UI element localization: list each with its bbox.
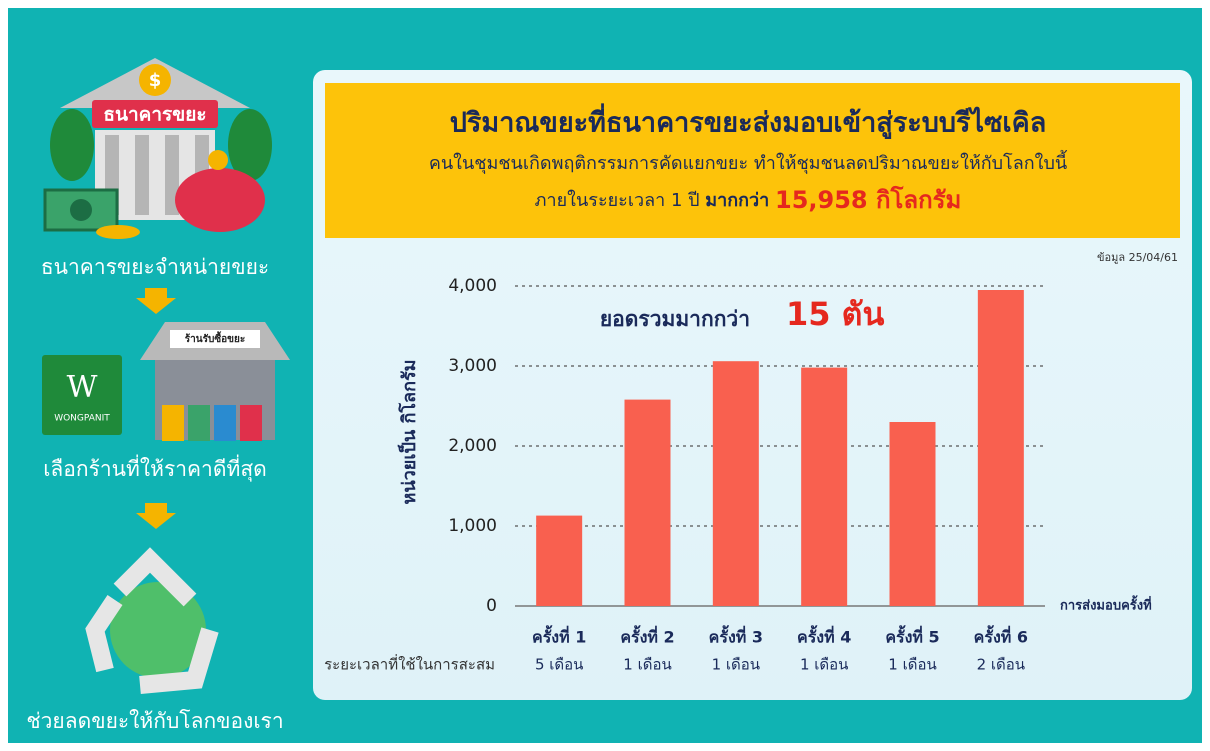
x-tick-label: ครั้งที่ 5 — [885, 625, 939, 647]
duration: 5 เดือน — [535, 656, 583, 674]
step-label: ธนาคารขยะจำหน่ายขยะ — [41, 255, 269, 279]
source: ข้อมูล 25/04/61 — [1097, 251, 1178, 264]
bar — [890, 422, 936, 606]
bar — [978, 290, 1024, 606]
title: ปริมาณขยะที่ธนาคารขยะส่งมอบเข้าสู่ระบบรี… — [450, 103, 1047, 140]
duration: 1 เดือน — [712, 656, 760, 674]
x-tick-label: ครั้งที่ 4 — [797, 625, 851, 647]
bar — [713, 361, 759, 606]
subtitle: คนในชุมชนเกิดพฤติกรรมการคัดแยกขยะ ทำให้ช… — [429, 150, 1068, 174]
step-label: ช่วยลดขยะให้กับโลกของเรา — [26, 709, 283, 733]
subtitle-highlight: 15,958 กิโลกรัม — [775, 185, 961, 214]
y-tick-label: 1,000 — [448, 516, 497, 536]
bar — [801, 368, 847, 606]
svg-text:$: $ — [149, 70, 162, 91]
shop-icon: ร้านรับซื้อขยะ — [140, 322, 290, 441]
logo-name: WONGPANIT — [54, 414, 110, 424]
duration-label: ระยะเวลาที่ใช้ในการสะสม — [324, 654, 495, 674]
y-axis-label: หน่วยเป็น กิโลกรัม — [397, 359, 420, 504]
x-tick-label: ครั้งที่ 3 — [709, 625, 763, 647]
duration: 1 เดือน — [623, 656, 671, 674]
logo-letter: W — [67, 370, 98, 405]
bank-sign: ธนาคารขยะ — [103, 104, 206, 126]
x-tick-label: ครั้งที่ 1 — [532, 625, 586, 647]
y-tick-label: 0 — [486, 596, 497, 616]
y-tick-label: 4,000 — [448, 276, 497, 296]
subtitle: ภายในระยะเวลา 1 ปี มากกว่า 15,958 กิโลกร… — [535, 185, 962, 214]
duration: 2 เดือน — [977, 656, 1025, 674]
subtitle-part: ภายในระยะเวลา 1 ปี — [535, 189, 700, 211]
infographic: $ ธนาคารขยะ ธนาคารขยะจำหน่ายขยะ W WONGPA… — [0, 0, 1210, 751]
bar — [625, 400, 671, 606]
step-label: เลือกร้านที่ให้ราคาดีที่สุด — [43, 454, 267, 482]
annotation-highlight: 15 ตัน — [786, 295, 884, 333]
duration: 1 เดือน — [800, 656, 848, 674]
subtitle-bold: มากกว่า — [705, 190, 769, 211]
annotation: ยอดรวมมากกว่า — [600, 307, 750, 331]
x-tick-label: ครั้งที่ 6 — [974, 625, 1028, 647]
y-tick-label: 2,000 — [448, 436, 497, 456]
shop-sign: ร้านรับซื้อขยะ — [185, 331, 245, 345]
y-tick-label: 3,000 — [448, 356, 497, 376]
duration: 1 เดือน — [888, 656, 936, 674]
bar — [536, 516, 582, 606]
x-tick-label: ครั้งที่ 2 — [620, 625, 674, 647]
wongpanit-logo: W WONGPANIT — [42, 355, 122, 435]
